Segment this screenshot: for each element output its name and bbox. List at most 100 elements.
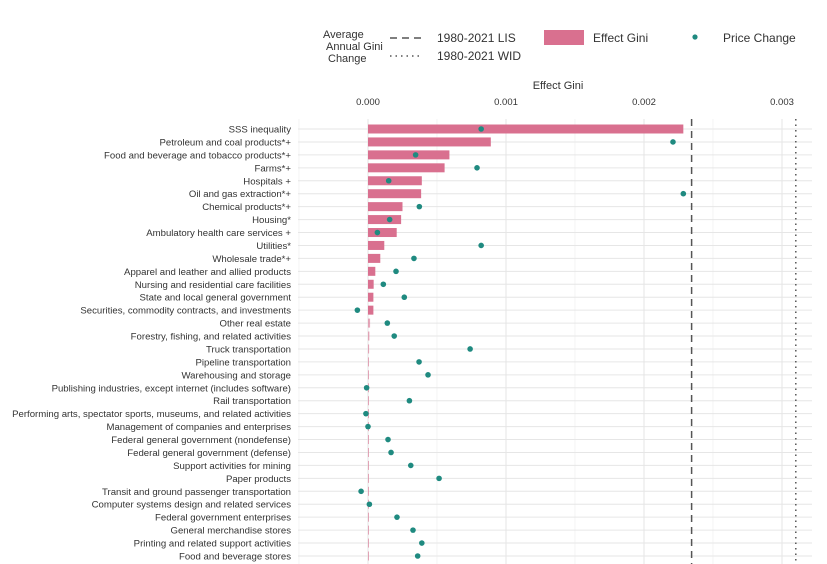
x-axis-title: Effect Gini	[533, 80, 584, 92]
price-change-point	[401, 294, 408, 301]
category-label: Warehousing and storage	[181, 370, 291, 381]
category-label: SSS inequality	[229, 125, 292, 136]
effect-gini-bar	[368, 124, 684, 134]
effect-gini-bar	[368, 318, 371, 328]
price-change-point	[467, 346, 473, 352]
category-label: Hospitals +	[243, 176, 291, 187]
effect-gini-bar	[368, 176, 422, 186]
category-label: Pipeline transportation	[196, 357, 291, 368]
price-change-point	[363, 410, 369, 417]
price-change-point	[414, 553, 421, 559]
category-label: Transit and ground passenger transportat…	[102, 487, 291, 498]
price-change-point	[416, 203, 423, 210]
x-tick-label: 0.003	[770, 97, 794, 108]
effect-gini-bar	[368, 189, 422, 199]
category-label: Nursing and residential care facilities	[135, 280, 291, 291]
category-label: Food and beverage stores	[179, 552, 291, 563]
category-label: Utilities*	[256, 241, 291, 252]
effect-gini-bar	[368, 150, 450, 160]
price-change-point	[354, 307, 361, 313]
effect-gini-bar	[368, 163, 445, 173]
effect-gini-bar	[368, 396, 369, 406]
legend-ref-title-2: Annual Gini	[326, 41, 383, 53]
price-change-point	[385, 177, 392, 184]
grid	[298, 119, 812, 564]
legend-wid-label: 1980-2021 WID	[437, 49, 521, 63]
price-change-point	[380, 281, 387, 288]
effect-gini-bar	[368, 137, 491, 147]
effect-gini-bar	[368, 253, 381, 263]
effect-gini-bar	[368, 538, 369, 548]
category-label: Wholesale trade*+	[212, 254, 291, 265]
price-change-point	[393, 268, 399, 275]
category-label: Truck transportation	[206, 344, 291, 355]
price-change-point	[388, 449, 394, 456]
category-label: Printing and related support activities	[134, 539, 292, 550]
category-label: Food and beverage and tobacco products*+	[104, 150, 291, 161]
effect-gini-bar	[368, 460, 369, 470]
x-tick-label: 0.002	[632, 97, 656, 108]
price-change-point	[366, 501, 373, 508]
price-change-point	[365, 423, 371, 430]
effect-gini-bar	[368, 370, 369, 380]
effect-gini-bar	[368, 202, 403, 212]
effect-gini-bar	[368, 486, 369, 496]
category-label: Publishing industries, except internet (…	[52, 383, 291, 394]
legend-point-swatch	[692, 34, 698, 40]
category-label: Paper products	[226, 474, 291, 485]
category-label: Petroleum and coal products*+	[160, 137, 292, 148]
effect-gini-bar	[368, 512, 369, 522]
price-change-point	[358, 488, 364, 495]
price-change-point	[425, 372, 431, 378]
category-label: Ambulatory health care services +	[146, 228, 291, 239]
price-change-point	[394, 514, 400, 520]
category-label: Forestry, fishing, and related activitie…	[131, 332, 292, 343]
legend-bar-label: Effect Gini	[593, 31, 648, 45]
effect-gini-bar	[368, 551, 369, 561]
category-label: Support activities for mining	[173, 461, 291, 472]
effect-gini-bar	[368, 525, 369, 535]
legend-ref-title-1: Average	[323, 29, 364, 41]
price-change-point	[474, 165, 480, 171]
price-change-point	[411, 255, 417, 262]
category-label: State and local general government	[140, 293, 292, 304]
category-label: Other real estate	[220, 319, 291, 330]
legend-bar-swatch	[544, 30, 584, 45]
price-change-point	[680, 190, 687, 197]
category-label: Performing arts, spectator sports, museu…	[12, 409, 291, 420]
price-change-point	[363, 384, 370, 391]
category-label: Housing*	[252, 215, 291, 226]
x-tick-label: 0.000	[356, 97, 380, 108]
effect-gini-bar	[368, 435, 369, 445]
category-label: Farms*+	[254, 163, 291, 174]
category-label: Apparel and leather and allied products	[124, 267, 291, 278]
effect-gini-bar	[368, 357, 369, 367]
effect-gini-bar	[368, 305, 374, 315]
category-label: Chemical products*+	[202, 202, 291, 213]
legend-ref-title-3: Change	[328, 53, 367, 65]
price-change-point	[385, 436, 391, 443]
category-label: Oil and gas extraction*+	[189, 189, 292, 200]
price-change-point	[384, 320, 391, 326]
price-change-point	[410, 527, 416, 533]
x-tick-label: 0.001	[494, 97, 518, 108]
legend-point-label: Price Change	[723, 31, 796, 45]
legend: Average Annual Gini Change 1980-2021 LIS…	[323, 29, 796, 65]
effect-gini-bar	[368, 266, 376, 276]
price-change-point	[412, 152, 419, 158]
points	[354, 126, 687, 559]
price-change-point	[386, 216, 393, 223]
price-change-point	[407, 462, 414, 469]
category-label: Federal general government (defense)	[127, 448, 291, 459]
price-change-point	[419, 540, 425, 546]
effect-gini-bar	[368, 473, 369, 483]
effect-gini-bar	[368, 292, 374, 302]
category-label: Federal general government (nondefense)	[111, 435, 291, 446]
price-change-point	[416, 359, 422, 365]
category-label: Computer systems design and related serv…	[92, 500, 292, 511]
category-label: General merchandise stores	[170, 526, 291, 537]
effect-gini-bar	[368, 344, 370, 354]
price-change-point	[391, 333, 398, 339]
category-label: Management of companies and enterprises	[106, 422, 291, 433]
price-change-point	[436, 475, 442, 482]
